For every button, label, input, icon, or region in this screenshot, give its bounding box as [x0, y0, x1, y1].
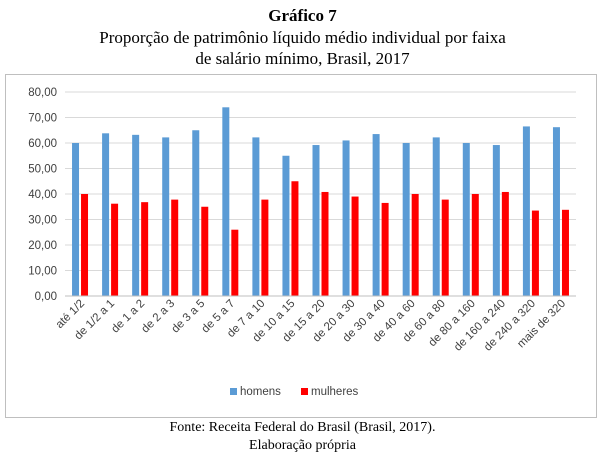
legend-label-mulheres: mulheres [311, 386, 359, 398]
bar-homens [162, 137, 170, 296]
y-tick-label: 20,00 [28, 240, 57, 252]
bar-mulheres [81, 194, 89, 296]
y-tick-label: 30,00 [28, 215, 57, 227]
bar-mulheres [411, 194, 419, 296]
bar-homens [222, 107, 230, 296]
bar-mulheres [441, 199, 449, 296]
bar-mulheres [321, 191, 329, 296]
bar-chart: 0,00 10,00 20,00 30,00 40,00 50,00 60,00 70,00 8… [28, 87, 576, 398]
source-note: Fonte: Receita Federal do Brasil (Brasil… [169, 420, 436, 435]
chart-subtitle-line-1: Proporção de patrimônio líquido médio in… [99, 28, 506, 47]
bar-mulheres [291, 181, 299, 296]
bar-homens [312, 145, 320, 296]
bar-mulheres [261, 199, 269, 296]
chart-title: Gráfico 7 [268, 6, 337, 25]
bar-mulheres [501, 191, 509, 296]
bar-mulheres [231, 229, 239, 296]
bar-mulheres [561, 209, 569, 296]
y-tick-label: 60,00 [28, 138, 57, 150]
bar-homens [192, 130, 200, 296]
bar-homens [522, 126, 530, 296]
y-tick-label: 40,00 [28, 189, 57, 201]
legend-swatch-mulheres [301, 388, 308, 395]
bar-mulheres [171, 199, 179, 296]
bar-homens [342, 140, 350, 296]
bar-homens [72, 143, 80, 296]
y-tick-label: 50,00 [28, 164, 57, 176]
bar-homens [282, 155, 290, 296]
bar-mulheres [381, 202, 389, 296]
y-tick-label: 10,00 [28, 266, 57, 278]
y-tick-label: 70,00 [28, 113, 57, 125]
bar-mulheres [531, 210, 539, 296]
chart-subtitle-line-2: de salário mínimo, Brasil, 2017 [195, 49, 410, 68]
bar-homens [492, 145, 500, 296]
legend-swatch-homens [230, 388, 237, 395]
bar-homens [552, 127, 560, 296]
bar-homens [102, 133, 110, 296]
bar-homens [432, 137, 440, 296]
bar-homens [402, 143, 410, 296]
bar-homens [132, 134, 140, 296]
authorship-note: Elaboração própria [249, 438, 356, 453]
bar-mulheres [201, 206, 209, 296]
bar-mulheres [111, 203, 119, 296]
chart-frame: 0,00 10,00 20,00 30,00 40,00 50,00 60,00 70,00 8… [5, 74, 597, 418]
bar-mulheres [351, 196, 359, 296]
bar-homens [462, 143, 470, 296]
bar-mulheres [471, 194, 479, 296]
legend-label-homens: homens [240, 386, 281, 398]
bar-homens [252, 137, 260, 296]
bar-mulheres [141, 202, 149, 296]
y-tick-label: 80,00 [28, 87, 57, 99]
bar-homens [372, 134, 380, 296]
y-tick-label: 0,00 [35, 291, 57, 303]
